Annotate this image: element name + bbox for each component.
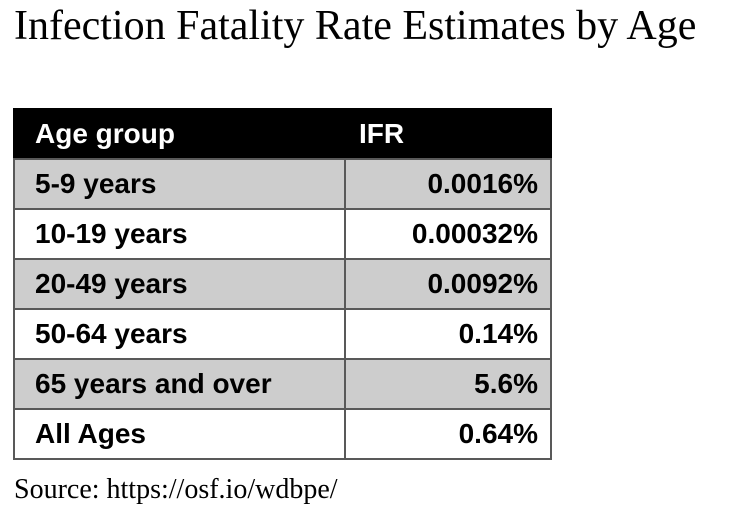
ifr-value-cell: 0.64%	[344, 408, 552, 460]
table-row: 65 years and over 5.6%	[13, 358, 552, 410]
ifr-value-cell: 0.14%	[344, 308, 552, 360]
ifr-value-cell: 5.6%	[344, 358, 552, 410]
age-group-cell: 65 years and over	[13, 358, 346, 410]
age-group-cell: 5-9 years	[13, 158, 346, 210]
age-group-cell: 50-64 years	[13, 308, 346, 360]
header-cell-ifr: IFR	[344, 108, 552, 160]
ifr-table: Age group IFR 5-9 years 0.0016% 10-19 ye…	[13, 108, 552, 460]
table-row: 20-49 years 0.0092%	[13, 258, 552, 310]
table-row: 10-19 years 0.00032%	[13, 208, 552, 260]
ifr-value-cell: 0.0092%	[344, 258, 552, 310]
ifr-value-cell: 0.00032%	[344, 208, 552, 260]
source-caption: Source: https://osf.io/wdbpe/	[14, 474, 338, 505]
age-group-cell: All Ages	[13, 408, 346, 460]
age-group-cell: 20-49 years	[13, 258, 346, 310]
table-header-row: Age group IFR	[13, 108, 552, 160]
page-title: Infection Fatality Rate Estimates by Age	[14, 3, 697, 49]
header-cell-age-group: Age group	[13, 108, 346, 160]
ifr-value-cell: 0.0016%	[344, 158, 552, 210]
age-group-cell: 10-19 years	[13, 208, 346, 260]
table-row: 5-9 years 0.0016%	[13, 158, 552, 210]
table-row: 50-64 years 0.14%	[13, 308, 552, 360]
table-row: All Ages 0.64%	[13, 408, 552, 460]
